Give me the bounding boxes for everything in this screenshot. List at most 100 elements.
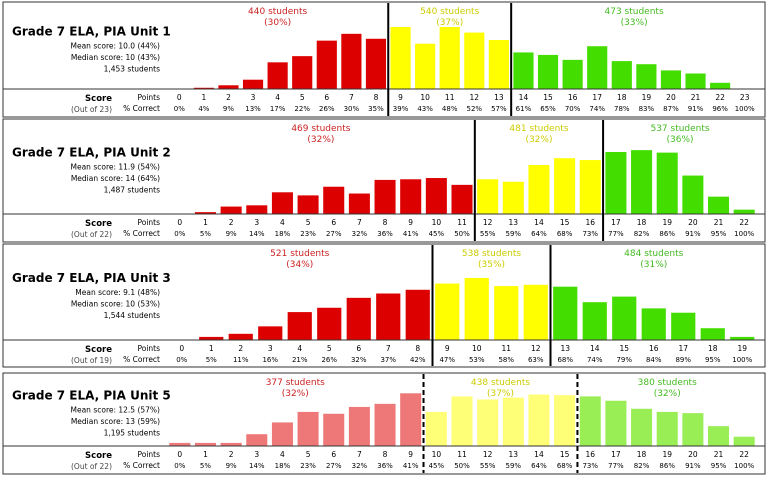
tick-label-points: 20 (666, 93, 676, 102)
panel-stat: Median score: 10 (53%) (71, 300, 160, 309)
tick-label-pct: 16% (262, 356, 278, 364)
panel-stat: Mean score: 10.0 (44%) (71, 42, 161, 51)
tick-label-pct: 13% (245, 105, 261, 113)
bar-11 (451, 184, 473, 214)
tick-label-pct: 83% (639, 105, 655, 113)
tick-label-pct: 43% (417, 105, 433, 113)
bar-7 (348, 193, 370, 214)
bar-10 (425, 178, 447, 214)
panel-stat: Mean score: 11.9 (54%) (71, 163, 161, 172)
tick-label-pct: 45% (429, 230, 445, 238)
tick-label-points: 18 (637, 218, 647, 227)
tick-label-pct: 68% (557, 462, 573, 470)
bar-10 (425, 411, 447, 446)
score-label: Score (85, 94, 112, 104)
tick-label-points: 17 (592, 93, 602, 102)
bar-8 (405, 289, 430, 340)
points-label: Points (137, 93, 160, 102)
group-percent: (34%) (286, 260, 313, 270)
tick-label-points: 10 (432, 450, 442, 459)
bar-3 (246, 434, 268, 446)
bar-1 (199, 336, 224, 340)
bar-8 (374, 403, 396, 446)
tick-label-pct: 48% (442, 105, 458, 113)
bar-12 (523, 284, 548, 340)
tick-label-pct: 26% (321, 356, 337, 364)
bar-19 (636, 64, 657, 89)
tick-label-pct: 95% (711, 462, 727, 470)
tick-label-pct: 9% (226, 462, 237, 470)
tick-label-points: 10 (472, 344, 482, 353)
tick-label-points: 18 (617, 93, 627, 102)
tick-label-pct: 84% (646, 356, 662, 364)
panel-stat: Median score: 10 (43%) (71, 53, 160, 62)
score-label: Score (85, 345, 112, 355)
bar-9 (400, 393, 422, 446)
tick-label-pct: 91% (685, 462, 701, 470)
tick-label-pct: 77% (608, 230, 624, 238)
bar-14 (528, 394, 550, 446)
tick-label-points: 16 (568, 93, 578, 102)
panel-border (2, 243, 766, 368)
bar-8 (374, 179, 396, 214)
tick-label-points: 8 (383, 218, 388, 227)
out-of-label: (Out of 23) (71, 105, 112, 114)
tick-label-points: 15 (560, 450, 570, 459)
bar-14 (528, 165, 550, 214)
tick-label-pct: 86% (659, 230, 675, 238)
tick-label-points: 3 (268, 344, 273, 353)
group-label: 481 students (509, 124, 568, 134)
tick-label-pct: 27% (326, 230, 342, 238)
tick-label-pct: 57% (491, 105, 507, 113)
tick-label-pct: 95% (705, 356, 721, 364)
tick-label-pct: 100% (734, 230, 754, 238)
bar-22 (733, 436, 755, 446)
bar-16 (579, 396, 601, 446)
group-label: 540 students (420, 7, 479, 17)
bar-19 (656, 152, 678, 214)
bar-5 (297, 411, 319, 446)
tick-label-pct: 0% (176, 356, 187, 364)
bar-22 (710, 82, 731, 89)
tick-label-points: 12 (470, 93, 480, 102)
tick-label-points: 1 (203, 450, 208, 459)
group-label: 377 students (266, 378, 325, 388)
tick-label-pct: 41% (403, 230, 419, 238)
tick-label-pct: 32% (352, 230, 368, 238)
tick-label-pct: 37% (380, 356, 396, 364)
tick-label-points: 4 (280, 450, 285, 459)
tick-label-pct: 17% (270, 105, 286, 113)
tick-label-points: 18 (637, 450, 647, 459)
tick-label-pct: 0% (174, 462, 185, 470)
bar-18 (700, 328, 725, 340)
tick-label-points: 2 (226, 93, 231, 102)
tick-label-points: 4 (275, 93, 280, 102)
tick-label-points: 14 (534, 450, 544, 459)
bar-20 (660, 70, 682, 89)
tick-label-pct: 45% (429, 462, 445, 470)
bar-9 (400, 179, 422, 214)
bar-10 (464, 278, 489, 340)
group-label: 537 students (650, 124, 709, 134)
tick-label-pct: 5% (200, 230, 211, 238)
tick-label-points: 2 (229, 450, 234, 459)
tick-label-pct: 78% (614, 105, 630, 113)
group-label: 380 students (638, 378, 697, 388)
out-of-label: (Out of 22) (71, 462, 112, 471)
bar-17 (605, 400, 627, 446)
bar-6 (346, 297, 371, 340)
tick-label-pct: 96% (712, 105, 728, 113)
tick-label-pct: 86% (659, 462, 675, 470)
bar-2 (228, 333, 253, 340)
score-label: Score (85, 219, 112, 229)
tick-label-pct: 30% (344, 105, 360, 113)
tick-label-points: 7 (357, 450, 362, 459)
pct-correct-label: % Correct (123, 104, 160, 113)
tick-label-pct: 0% (174, 230, 185, 238)
tick-label-points: 15 (543, 93, 553, 102)
tick-label-points: 15 (560, 218, 570, 227)
tick-label-pct: 47% (439, 356, 455, 364)
tick-label-points: 17 (611, 218, 621, 227)
bar-19 (656, 411, 678, 446)
